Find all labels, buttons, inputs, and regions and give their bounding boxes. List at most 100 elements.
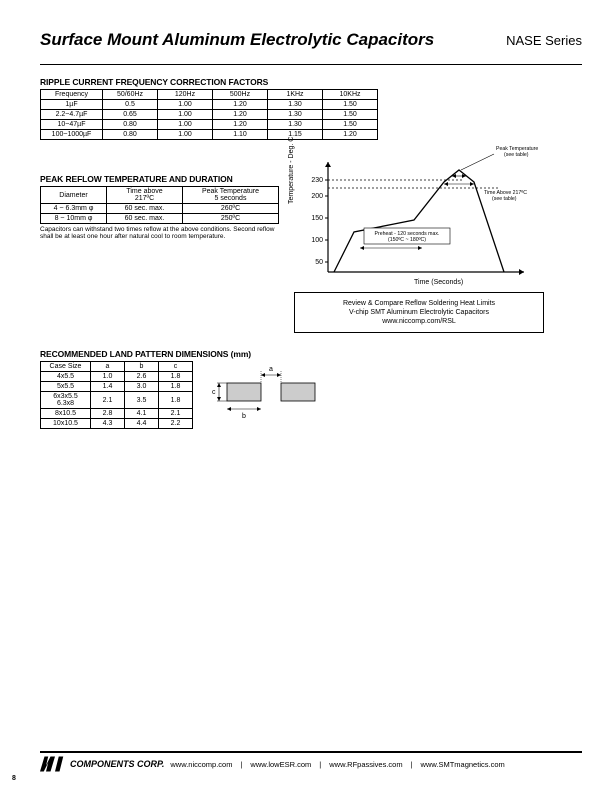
table-cell: 260ºC bbox=[183, 204, 279, 214]
table-cell: 2.8 bbox=[91, 409, 125, 419]
svg-text:a: a bbox=[269, 366, 273, 373]
table-cell: 4x5.5 bbox=[41, 372, 91, 382]
table-cell: 3.0 bbox=[125, 382, 159, 392]
table-cell: 0.80 bbox=[103, 130, 158, 140]
reflow-note: Capacitors can withstand two times reflo… bbox=[40, 226, 280, 241]
footer-link: www.niccomp.com bbox=[170, 760, 232, 769]
svg-text:b: b bbox=[242, 413, 246, 420]
table-cell: 60 sec. max. bbox=[107, 204, 183, 214]
svg-text:(see table): (see table) bbox=[504, 152, 529, 158]
table-cell: 100~1000µF bbox=[41, 130, 103, 140]
page-footer: COMPONENTS CORP. www.niccomp.com | www.l… bbox=[0, 751, 612, 772]
table-cell: 0.65 bbox=[103, 110, 158, 120]
table-cell: 1.00 bbox=[158, 120, 213, 130]
table-header: 10KHz bbox=[323, 90, 378, 100]
table-header: c bbox=[159, 362, 193, 372]
table-header: Peak Temperature5 seconds bbox=[183, 187, 279, 204]
svg-text:100: 100 bbox=[311, 237, 323, 244]
table-cell: 1.4 bbox=[91, 382, 125, 392]
table-cell: 2.1 bbox=[91, 392, 125, 409]
table-cell: 0.5 bbox=[103, 100, 158, 110]
table-row: 6x3x5.56.3x82.13.51.8 bbox=[41, 392, 193, 409]
land-pattern-diagram: a b c bbox=[207, 361, 327, 421]
table-cell: 1.8 bbox=[159, 382, 193, 392]
svg-text:50: 50 bbox=[315, 259, 323, 266]
table-row: 5x5.51.43.01.8 bbox=[41, 382, 193, 392]
table-row: 8 ~ 10mm φ60 sec. max.250ºC bbox=[41, 214, 279, 224]
table-cell: 1.50 bbox=[323, 100, 378, 110]
table-cell: 1.00 bbox=[158, 100, 213, 110]
table-cell: 8x10.5 bbox=[41, 409, 91, 419]
page-title: Surface Mount Aluminum Electrolytic Capa… bbox=[40, 30, 434, 50]
table-header: Diameter bbox=[41, 187, 107, 204]
table-cell: 1.20 bbox=[213, 120, 268, 130]
review-line2: V-chip SMT Aluminum Electrolytic Capacit… bbox=[305, 308, 533, 317]
svg-text:230: 230 bbox=[311, 177, 323, 184]
table-cell: 3.5 bbox=[125, 392, 159, 409]
table-cell: 8 ~ 10mm φ bbox=[41, 214, 107, 224]
table-cell: 5x5.5 bbox=[41, 382, 91, 392]
header-rule bbox=[40, 64, 582, 65]
footer-link: www.lowESR.com bbox=[250, 760, 311, 769]
table-cell: 1.50 bbox=[323, 120, 378, 130]
reflow-table: DiameterTime above 217ºCPeak Temperature… bbox=[40, 186, 279, 224]
table-cell: 1.0 bbox=[91, 372, 125, 382]
table-header: 50/60Hz bbox=[103, 90, 158, 100]
footer-link: www.SMTmagnetics.com bbox=[421, 760, 505, 769]
table-cell: 1.00 bbox=[158, 130, 213, 140]
svg-text:200: 200 bbox=[311, 193, 323, 200]
table-row: 4x5.51.02.61.8 bbox=[41, 372, 193, 382]
table-cell: 1.20 bbox=[213, 110, 268, 120]
table-row: 4 ~ 6.3mm φ60 sec. max.260ºC bbox=[41, 204, 279, 214]
table-header: Time above 217ºC bbox=[107, 187, 183, 204]
land-pattern-table: Case Sizeabc4x5.51.02.61.85x5.51.43.01.8… bbox=[40, 361, 193, 429]
table-header: 1KHz bbox=[268, 90, 323, 100]
table-cell: 250ºC bbox=[183, 214, 279, 224]
footer-link: www.RFpassives.com bbox=[329, 760, 402, 769]
table-cell: 4.4 bbox=[125, 419, 159, 429]
table-cell: 60 sec. max. bbox=[107, 214, 183, 224]
table-cell: 4.1 bbox=[125, 409, 159, 419]
table-cell: 1.30 bbox=[268, 120, 323, 130]
table-cell: 1.20 bbox=[213, 100, 268, 110]
table-cell: 1.8 bbox=[159, 372, 193, 382]
table-cell: 1.8 bbox=[159, 392, 193, 409]
nic-logo-icon bbox=[40, 756, 64, 772]
table-header: Case Size bbox=[41, 362, 91, 372]
table-cell: 10x10.5 bbox=[41, 419, 91, 429]
table-cell: 2.1 bbox=[159, 409, 193, 419]
table-row: 10x10.54.34.42.2 bbox=[41, 419, 193, 429]
table-cell: 6x3x5.56.3x8 bbox=[41, 392, 91, 409]
review-line3: www.niccomp.com/RSL bbox=[305, 317, 533, 326]
footer-brand: COMPONENTS CORP. bbox=[70, 759, 164, 769]
table-cell: 1µF bbox=[41, 100, 103, 110]
review-box: Review & Compare Reflow Soldering Heat L… bbox=[294, 292, 544, 333]
table-cell: 4.3 bbox=[91, 419, 125, 429]
table-cell: 1.10 bbox=[213, 130, 268, 140]
table-cell: 10~47µF bbox=[41, 120, 103, 130]
table-cell: 2.2~4.7µF bbox=[41, 110, 103, 120]
land-section-title: RECOMMENDED LAND PATTERN DIMENSIONS (mm) bbox=[40, 349, 582, 359]
review-line1: Review & Compare Reflow Soldering Heat L… bbox=[305, 299, 533, 308]
table-row: 2.2~4.7µF0.651.001.201.301.50 bbox=[41, 110, 378, 120]
reflow-section-title: PEAK REFLOW TEMPERATURE AND DURATION bbox=[40, 174, 280, 184]
svg-text:(see table): (see table) bbox=[492, 196, 517, 202]
series-label: NASE Series bbox=[506, 33, 582, 48]
table-cell: 4 ~ 6.3mm φ bbox=[41, 204, 107, 214]
table-header: a bbox=[91, 362, 125, 372]
table-cell: 1.50 bbox=[323, 110, 378, 120]
table-cell: 1.30 bbox=[268, 100, 323, 110]
table-header: Frequency bbox=[41, 90, 103, 100]
table-header: 500Hz bbox=[213, 90, 268, 100]
table-cell: 2.2 bbox=[159, 419, 193, 429]
chart-y-label: Temperature - Deg. C bbox=[288, 137, 295, 204]
table-header: b bbox=[125, 362, 159, 372]
footer-sep: | bbox=[319, 760, 321, 769]
svg-text:150: 150 bbox=[311, 215, 323, 222]
table-row: 8x10.52.84.12.1 bbox=[41, 409, 193, 419]
table-row: 10~47µF0.801.001.201.301.50 bbox=[41, 120, 378, 130]
ripple-section-title: RIPPLE CURRENT FREQUENCY CORRECTION FACT… bbox=[40, 77, 582, 87]
svg-text:c: c bbox=[212, 389, 216, 396]
footer-sep: | bbox=[240, 760, 242, 769]
table-cell: 1.30 bbox=[268, 110, 323, 120]
